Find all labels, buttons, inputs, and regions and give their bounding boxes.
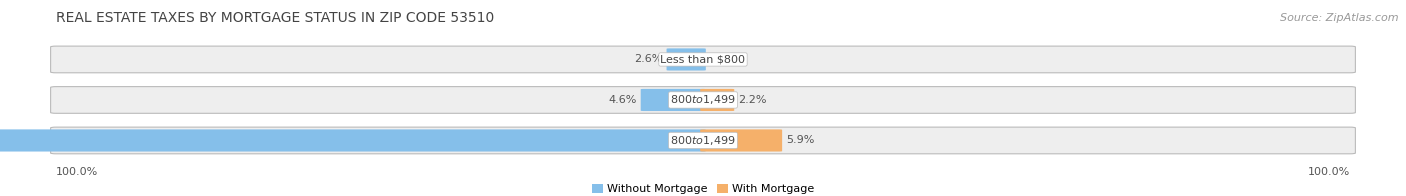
- FancyBboxPatch shape: [700, 89, 734, 111]
- Text: 100.0%: 100.0%: [1308, 167, 1350, 178]
- Text: $800 to $1,499: $800 to $1,499: [671, 134, 735, 147]
- Text: Less than $800: Less than $800: [661, 54, 745, 64]
- FancyBboxPatch shape: [700, 129, 782, 152]
- Text: 2.6%: 2.6%: [634, 54, 662, 64]
- Text: 100.0%: 100.0%: [56, 167, 98, 178]
- Text: 5.9%: 5.9%: [786, 135, 814, 145]
- Text: 2.2%: 2.2%: [738, 95, 768, 105]
- FancyBboxPatch shape: [641, 89, 706, 111]
- FancyBboxPatch shape: [0, 129, 706, 152]
- FancyBboxPatch shape: [51, 127, 1355, 154]
- FancyBboxPatch shape: [51, 46, 1355, 73]
- Legend: Without Mortgage, With Mortgage: Without Mortgage, With Mortgage: [592, 184, 814, 194]
- Text: 0.0%: 0.0%: [710, 54, 738, 64]
- Text: REAL ESTATE TAXES BY MORTGAGE STATUS IN ZIP CODE 53510: REAL ESTATE TAXES BY MORTGAGE STATUS IN …: [56, 11, 495, 25]
- Text: Source: ZipAtlas.com: Source: ZipAtlas.com: [1281, 13, 1399, 23]
- FancyBboxPatch shape: [51, 87, 1355, 113]
- Text: $800 to $1,499: $800 to $1,499: [671, 93, 735, 106]
- FancyBboxPatch shape: [666, 48, 706, 71]
- Text: 4.6%: 4.6%: [607, 95, 637, 105]
